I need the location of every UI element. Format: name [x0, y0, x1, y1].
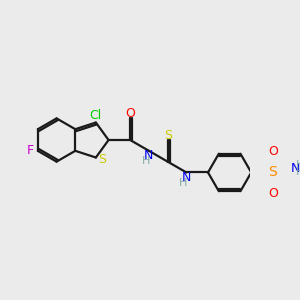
Text: F: F	[27, 144, 34, 157]
Text: S: S	[98, 153, 106, 166]
Text: O: O	[268, 145, 278, 158]
Text: H: H	[296, 160, 300, 170]
Text: H: H	[179, 178, 187, 188]
Text: N: N	[182, 171, 191, 184]
Text: S: S	[268, 166, 277, 179]
Text: Cl: Cl	[90, 109, 102, 122]
Text: S: S	[164, 128, 172, 142]
Text: H: H	[141, 156, 150, 166]
Text: N: N	[144, 149, 154, 162]
Text: O: O	[268, 187, 278, 200]
Text: O: O	[125, 107, 135, 120]
Text: H: H	[296, 167, 300, 177]
Text: N: N	[291, 162, 300, 175]
